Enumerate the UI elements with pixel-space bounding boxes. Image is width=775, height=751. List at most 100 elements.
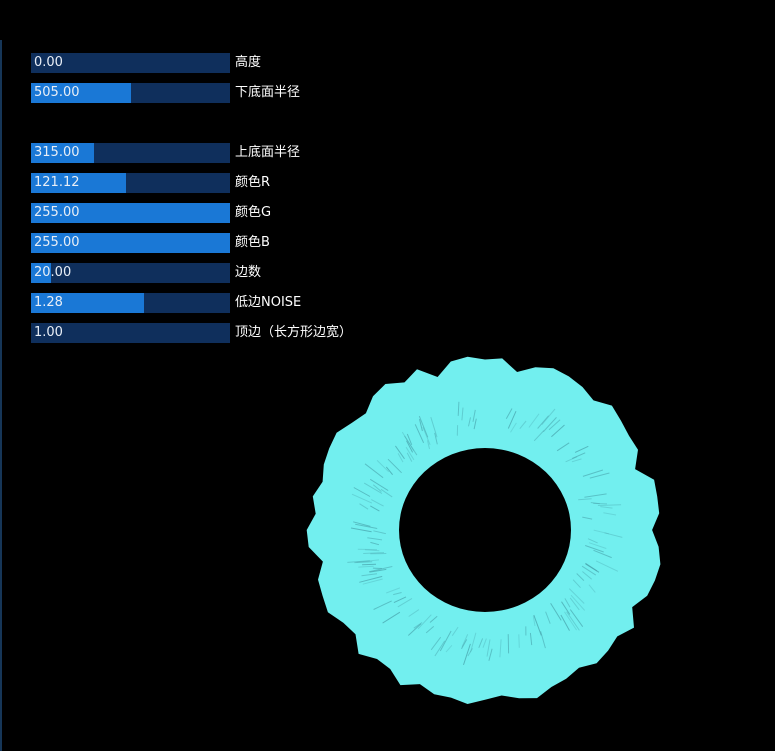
slider-value: 505.00 xyxy=(34,85,80,100)
sides-slider[interactable]: 20.00 xyxy=(31,263,230,283)
top-radius-slider[interactable]: 315.00 xyxy=(31,143,230,163)
slider-value: 121.12 xyxy=(34,175,80,190)
ring-streak xyxy=(393,592,402,596)
ring-streak xyxy=(556,442,570,452)
ring-streak xyxy=(370,541,380,546)
ring-streak xyxy=(543,417,557,432)
ring-streak xyxy=(457,401,460,416)
ring-streak xyxy=(417,614,432,630)
ring-streak xyxy=(537,415,549,429)
ring-streak xyxy=(463,643,471,666)
ring-streak xyxy=(358,565,374,568)
ring-streak xyxy=(551,424,565,438)
window-edge-line xyxy=(0,40,2,751)
slider-fill xyxy=(31,143,94,163)
control-row-top-edge-width: 1.00 顶边（长方形边宽） xyxy=(31,323,352,343)
slider-label: 上底面半径 xyxy=(235,145,301,160)
ring-streak xyxy=(461,639,468,649)
slider-value: 20.00 xyxy=(34,265,72,280)
ring-streak xyxy=(582,516,593,520)
ring-streak xyxy=(351,493,373,504)
ring-streak xyxy=(461,407,464,421)
top-edge-width-slider[interactable]: 1.00 xyxy=(31,323,230,343)
ring-streak xyxy=(569,609,584,627)
ring-streak xyxy=(519,420,527,430)
slider-label: 颜色R xyxy=(235,175,271,190)
ring-streak xyxy=(588,542,607,549)
ring-streak xyxy=(572,579,581,589)
ring-streak xyxy=(407,623,422,636)
ring-streak xyxy=(603,512,617,516)
ring-render-canvas xyxy=(306,356,661,704)
ring-streak xyxy=(408,609,420,617)
ring-streak xyxy=(566,611,580,631)
slider-fill xyxy=(31,173,126,193)
ring-streak xyxy=(367,537,383,541)
ring-streak xyxy=(387,458,402,474)
color-r-slider[interactable]: 121.12 xyxy=(31,173,230,193)
ring-streak xyxy=(482,638,487,648)
ring-streak xyxy=(359,503,369,510)
ring-streak xyxy=(347,560,370,563)
slider-value: 1.00 xyxy=(34,325,63,340)
ring-streak xyxy=(571,452,586,459)
ring-streak xyxy=(585,545,604,553)
ring-streak xyxy=(434,640,446,657)
ring-streak xyxy=(430,416,438,438)
noisy-ring-shape xyxy=(306,356,661,704)
control-row-color-r: 121.12 颜色R xyxy=(31,173,270,193)
ring-streak xyxy=(533,614,542,636)
control-row-top-radius: 315.00 上底面半径 xyxy=(31,143,300,163)
ring-streak xyxy=(397,597,413,608)
ring-streak xyxy=(550,602,562,621)
ring-streak xyxy=(355,523,378,529)
color-g-slider[interactable]: 255.00 xyxy=(31,203,230,223)
ring-streak xyxy=(604,532,623,538)
ring-streak xyxy=(372,484,382,492)
ring-streak xyxy=(369,568,387,573)
color-b-slider[interactable]: 255.00 xyxy=(31,233,230,253)
ring-streak xyxy=(574,445,589,453)
ring-streak xyxy=(361,573,378,577)
height-slider[interactable]: 0.00 xyxy=(31,53,230,73)
ring-streak xyxy=(533,430,545,442)
slider-label: 颜色G xyxy=(235,205,272,220)
ring-streak xyxy=(486,639,491,657)
slider-value: 0.00 xyxy=(34,55,63,70)
ring-streak xyxy=(422,426,431,445)
ring-streak xyxy=(445,644,453,653)
ring-streak xyxy=(540,631,546,649)
ring-streak xyxy=(425,626,435,634)
ring-streak xyxy=(472,409,476,422)
ring-streak xyxy=(382,611,401,624)
ring-streak xyxy=(478,638,484,648)
ring-streak xyxy=(528,413,540,428)
ring-streak xyxy=(588,584,596,593)
ring-streak xyxy=(467,648,473,657)
bottom-noise-slider[interactable]: 1.28 xyxy=(31,293,230,313)
ring-streak xyxy=(404,435,418,456)
ring-streak xyxy=(505,408,513,420)
ring-streak xyxy=(582,571,593,580)
ring-streak xyxy=(393,596,407,604)
ring-streak xyxy=(593,549,612,559)
ring-streak xyxy=(427,440,430,450)
slider-label: 低边NOISE xyxy=(235,295,302,310)
ring-streak xyxy=(359,575,383,583)
ring-streak xyxy=(394,445,405,460)
slider-value: 1.28 xyxy=(34,295,63,310)
ring-streak xyxy=(380,488,393,498)
ring-streak xyxy=(373,600,392,610)
bottom-radius-slider[interactable]: 505.00 xyxy=(31,83,230,103)
ring-streak xyxy=(419,418,423,432)
ring-streak xyxy=(589,472,610,479)
ring-streak xyxy=(529,632,533,646)
control-row-color-b: 255.00 颜色B xyxy=(31,233,270,253)
ring-streak xyxy=(406,452,413,462)
ring-streak xyxy=(576,573,585,581)
ring-streak xyxy=(451,626,459,636)
ring-streak xyxy=(518,634,520,648)
ring-streak xyxy=(386,587,401,594)
slider-fill xyxy=(31,83,132,103)
ring-streak xyxy=(362,578,383,585)
